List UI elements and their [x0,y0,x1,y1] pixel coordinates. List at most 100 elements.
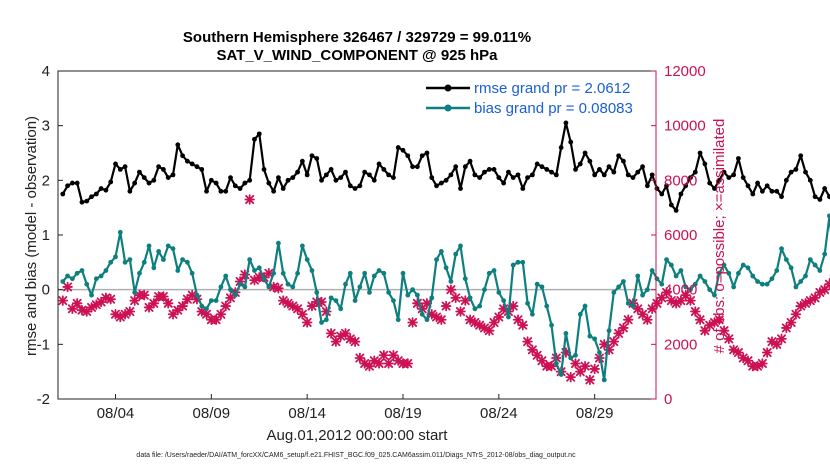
bias-point [769,276,775,282]
rmse-point [347,183,353,189]
rmse-point [122,164,128,170]
bias-point [510,262,516,268]
rmse-point [807,177,813,183]
rmse-point [611,169,617,175]
bias-point [184,259,190,265]
rmse-point [606,164,612,170]
obs-marker [215,309,227,320]
bias-point [295,270,300,276]
bias-point [822,251,828,257]
bias-point [621,279,626,284]
rmse-point [534,161,540,167]
rmse-point [117,167,123,172]
bias-point [199,303,205,309]
bias-point [558,372,564,377]
rmse-point [137,169,142,175]
bias-point [266,284,272,290]
rmse-point [108,179,114,185]
left-axis-label: rmse and bias (model - observation) [23,116,40,356]
rmse-point [458,186,463,191]
rmse-point [141,175,147,181]
rmse-point [702,161,708,167]
rmse-point [529,172,535,178]
bias-point [261,276,267,282]
bias-point [654,276,660,282]
rmse-point [343,169,348,175]
bias-point [74,270,80,276]
rmse-point [668,202,674,208]
rmse-point [692,169,698,175]
rmse-point [299,158,305,164]
bias-point [678,268,684,273]
obs-marker [440,300,452,312]
rmse-point [266,180,272,186]
legend-bias-marker [444,104,452,112]
obs-marker [349,336,361,347]
bias-point [108,259,114,265]
rmse-point [678,191,684,197]
bias-point [783,257,789,262]
x-tick-label: 08/04 [97,405,135,422]
bias-point [472,306,478,312]
bias-point [467,295,473,301]
rmse-point [587,158,593,164]
obs-marker [407,317,418,328]
obs-marker [584,374,596,386]
obs-marker [546,360,557,372]
bias-point [252,268,257,273]
rmse-point [783,177,789,183]
bias-point [93,276,99,282]
obs-marker [570,358,581,369]
obs-marker [325,328,337,339]
rmse-point [69,180,75,186]
rmse-point [127,188,133,194]
bias-point [827,213,830,219]
rmse-point [654,186,660,191]
rmse-point [601,172,607,178]
rmse-point [477,175,483,181]
rmse-point [817,197,823,202]
obs-marker [522,336,533,347]
legend-box [420,74,652,118]
obs-marker [690,306,701,317]
obs-marker [776,333,787,345]
bias-point [333,298,339,303]
bias-point [577,311,583,317]
bias-point [707,287,713,293]
rmse-point [132,180,138,186]
bias-point [688,287,693,293]
rmse-point [232,183,238,189]
rmse-point [151,177,157,183]
bias-point [170,246,176,252]
bias-point [280,270,286,276]
rmse-point [462,164,468,170]
right-tick-label: 10000 [664,118,706,135]
bias-point [702,279,708,284]
obs-marker [718,325,730,336]
bias-point [213,298,219,303]
bias-point [343,281,348,287]
bias-point [716,270,722,276]
bias-point [788,265,794,271]
rmse-point [486,167,492,172]
rmse-point [276,175,281,181]
bias-point [539,284,545,290]
bias-point [347,270,353,276]
rmse-point [688,175,693,181]
obs-marker [330,336,342,347]
obs-marker [244,194,255,205]
obs-marker [306,300,318,312]
obs-marker [436,314,447,325]
bias-point [180,257,185,262]
obs-marker [790,309,802,320]
bias-point [256,265,262,271]
rmse-point [616,153,622,159]
rmse-point [525,175,530,181]
bias-point [525,300,530,306]
obs-marker [714,314,725,325]
rmse-point [261,167,267,172]
bias-point [242,284,248,290]
rmse-point [568,139,574,145]
rmse-point [309,153,315,159]
rmse-point [199,167,205,172]
